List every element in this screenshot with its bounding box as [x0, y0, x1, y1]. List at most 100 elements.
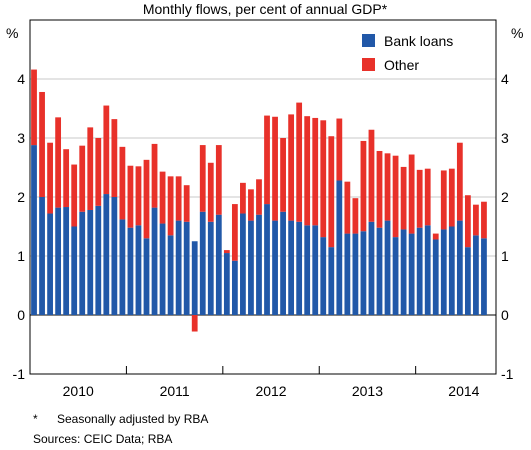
bar-bank-loans — [424, 225, 431, 315]
bar-bank-loans — [400, 229, 407, 315]
y-tick-label-left: -1 — [13, 366, 26, 382]
bar-bank-loans — [408, 233, 415, 315]
legend: Bank loans Other — [362, 33, 453, 73]
bar-other — [320, 120, 327, 238]
bar-other — [95, 138, 102, 206]
y-axis-unit-left: % — [6, 25, 18, 41]
bar-bank-loans — [31, 145, 37, 315]
bar-other — [143, 159, 150, 239]
bar-bank-loans — [231, 260, 238, 315]
y-tick-label-right: 1 — [501, 248, 509, 264]
bar-other — [336, 118, 343, 181]
bar-other — [39, 91, 45, 197]
bar-bank-loans — [336, 180, 343, 315]
bar-other — [191, 315, 198, 332]
bar-other — [207, 162, 214, 222]
bar-bank-loans — [344, 233, 351, 315]
bar-bank-loans — [151, 207, 158, 315]
bar-bank-loans — [71, 226, 78, 315]
y-axis-unit-right: % — [511, 25, 523, 41]
bar-other — [448, 168, 455, 227]
bar-other — [63, 149, 70, 208]
bars — [31, 69, 487, 332]
bar-bank-loans — [384, 220, 391, 315]
bar-bank-loans — [199, 211, 206, 315]
bar-bank-loans — [456, 220, 463, 315]
bar-bank-loans — [63, 207, 70, 315]
x-tick-label: 2014 — [448, 383, 479, 399]
bar-bank-loans — [39, 197, 45, 315]
bar-bank-loans — [47, 213, 53, 315]
bar-other — [408, 154, 415, 234]
bar-bank-loans — [143, 238, 150, 315]
bar-other — [328, 136, 335, 248]
bar-bank-loans — [256, 214, 262, 315]
bar-bank-loans — [481, 238, 487, 315]
bar-other — [392, 155, 399, 238]
chart-title: Monthly flows, per cent of annual GDP* — [143, 1, 388, 17]
bar-other — [71, 164, 78, 227]
plot-frame — [29, 19, 497, 375]
bar-bank-loans — [127, 227, 134, 315]
bar-bank-loans — [464, 247, 471, 315]
bar-other — [199, 145, 206, 212]
y-tick-label-right: -1 — [501, 366, 514, 382]
bar-bank-loans — [440, 229, 447, 315]
bar-bank-loans — [240, 213, 246, 315]
y-tick-label-left: 2 — [17, 189, 25, 205]
bar-other — [167, 176, 174, 236]
bar-other — [288, 114, 295, 221]
bar-other — [432, 233, 439, 240]
legend-label: Other — [384, 57, 419, 73]
bar-other — [135, 166, 142, 226]
bar-other — [183, 185, 190, 222]
footnote-sources: Sources: CEIC Data; RBA — [33, 432, 173, 446]
bar-bank-loans — [55, 207, 62, 315]
bar-other — [280, 138, 286, 212]
bar-bank-loans — [87, 209, 94, 315]
x-axis-labels: 2010 2011 2012 2013 2014 — [63, 383, 480, 399]
bar-other — [400, 166, 407, 230]
y-tick-label-right: 0 — [501, 307, 509, 323]
bar-other — [79, 145, 86, 212]
bar-bank-loans — [392, 237, 399, 315]
bar-other — [103, 105, 110, 195]
bar-other — [47, 142, 53, 214]
bar-bank-loans — [79, 211, 86, 315]
bar-bank-loans — [304, 225, 311, 315]
bar-other — [352, 198, 359, 234]
bar-other — [87, 127, 94, 210]
y-tick-label-right: 2 — [501, 189, 509, 205]
bar-other — [272, 116, 278, 221]
bar-other — [151, 143, 158, 208]
bar-bank-loans — [111, 197, 118, 315]
bar-bank-loans — [320, 237, 327, 315]
bar-other — [464, 195, 471, 248]
y-tick-label-left: 0 — [17, 307, 25, 323]
bar-other — [240, 182, 246, 214]
legend-label: Bank loans — [384, 33, 453, 49]
bar-bank-loans — [448, 226, 455, 315]
bar-other — [119, 146, 126, 220]
bar-bank-loans — [175, 220, 182, 315]
bar-other — [159, 171, 166, 224]
bar-other — [473, 204, 479, 236]
y-tick-label-left: 3 — [17, 130, 25, 146]
bar-other — [481, 201, 487, 239]
bar-bank-loans — [352, 233, 359, 315]
bar-other — [55, 117, 62, 208]
bar-other — [111, 119, 118, 197]
bar-other — [223, 250, 230, 254]
bar-other — [416, 169, 423, 228]
bar-other — [248, 189, 254, 221]
x-tick-label: 2013 — [352, 383, 383, 399]
y-tick-label-right: 4 — [501, 71, 509, 87]
bar-other — [384, 153, 391, 221]
bar-bank-loans — [328, 247, 335, 315]
bar-bank-loans — [119, 219, 126, 315]
bar-other — [304, 116, 311, 226]
bar-other — [296, 102, 303, 222]
legend-swatch — [362, 34, 375, 47]
bar-bank-loans — [288, 220, 295, 315]
bar-other — [424, 168, 431, 226]
